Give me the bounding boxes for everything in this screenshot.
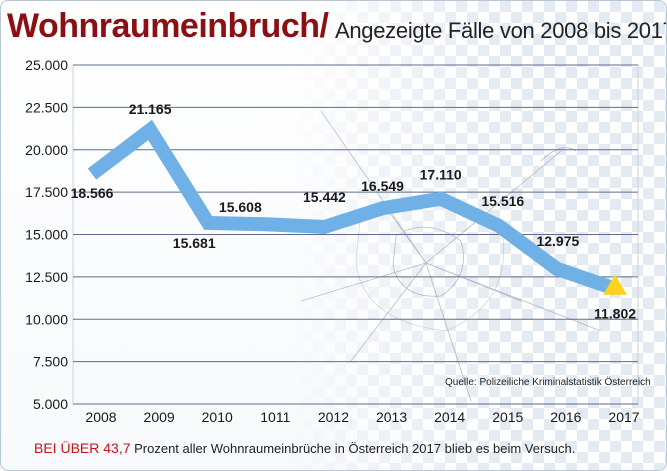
x-tick-label: 2013 [376, 409, 407, 425]
x-tick-label: 2010 [202, 409, 233, 425]
value-label: 18.566 [71, 185, 114, 201]
series-line [87, 119, 618, 296]
value-label: 15.608 [219, 199, 262, 215]
end-marker-triangle [603, 274, 627, 295]
value-label: 15.516 [481, 193, 524, 209]
footnote-text: Prozent aller Wohnraumeinbrüche in Öster… [130, 441, 576, 456]
y-tick-label: 20.000 [25, 142, 68, 158]
x-tick-label: 2016 [550, 409, 581, 425]
value-label: 21.165 [129, 101, 172, 117]
page-title: Wohnraumeinbruch/ [7, 7, 329, 45]
crack-decoration [300, 110, 602, 402]
footnote: BEI ÜBER 43,7 Prozent aller Wohnraumeinb… [34, 440, 575, 456]
page-subtitle: Angezeigte Fälle von 2008 bis 2017 [335, 18, 667, 43]
y-tick-label: 12.500 [25, 269, 68, 285]
y-tick-label: 17.500 [25, 184, 68, 200]
value-labels: 18.566 21.165 15.681 15.608 15.442 16.549 17.1… [71, 101, 637, 322]
y-tick-label: 22.500 [25, 99, 68, 115]
value-label: 11.802 [594, 306, 636, 322]
value-label: 16.549 [361, 178, 404, 194]
y-tick-label: 15.000 [25, 227, 68, 243]
value-label: 12.975 [536, 233, 579, 249]
x-tick-label: 2015 [492, 409, 523, 425]
footnote-highlight: BEI ÜBER 43,7 [34, 440, 131, 456]
y-tick-label: 5.000 [33, 396, 68, 412]
value-label: 15.681 [173, 235, 216, 251]
grid-lines [73, 64, 638, 405]
x-tick-label: 1011 [260, 409, 290, 425]
x-tick-label: 2017 [608, 409, 639, 425]
y-axis-labels: 25.000 22.500 20.000 17.500 15.000 12.500 10.0… [25, 57, 68, 412]
y-tick-label: 25.000 [25, 57, 68, 73]
value-label: 15.442 [303, 189, 346, 205]
x-tick-label: 2012 [318, 409, 349, 425]
x-tick-label: 2008 [85, 409, 116, 425]
background-pattern [291, 1, 666, 470]
x-tick-label: 2009 [144, 409, 175, 425]
y-tick-label: 10.000 [25, 311, 68, 327]
value-label: 17.110 [420, 167, 462, 183]
source-note: Quelle: Polizeiliche Kriminalstatistik Ö… [445, 376, 651, 388]
y-tick-label: 7.500 [33, 354, 68, 370]
x-axis-labels: 2008 2009 2010 1011 2012 2013 2014 2015 2016 2017 [85, 409, 639, 425]
x-tick-label: 2014 [434, 409, 465, 425]
